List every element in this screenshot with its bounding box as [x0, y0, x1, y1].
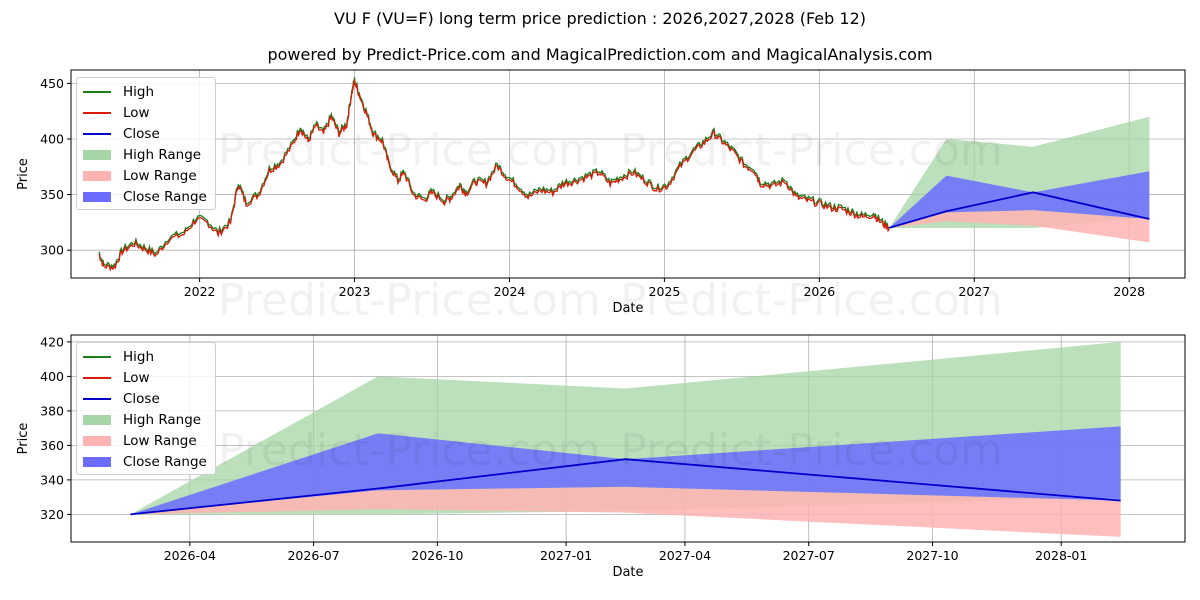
chart2-y-tick-label: 420: [40, 334, 64, 349]
chart2-x-tick-label: 2027-07: [783, 548, 835, 563]
chart2-x-tick-label: 2028-01: [1035, 548, 1087, 563]
legend-swatch-low-range: [83, 435, 111, 446]
legend-label-high-range: High Range: [123, 411, 202, 428]
legend-item-low-range: Low Range: [83, 430, 207, 451]
legend-label-close: Close: [123, 390, 160, 407]
chart2-low-range-band: [130, 486, 1121, 537]
chart1-x-tick-label: 2028: [1113, 284, 1145, 299]
legend-swatch-high-range: [83, 149, 111, 160]
chart2-x-tick-label: 2027-01: [540, 548, 592, 563]
legend-swatch-high: [83, 90, 111, 93]
legend-item-high: High: [83, 81, 207, 102]
chart1-y-tick-label: 350: [40, 187, 64, 202]
legend-item-low-range: Low Range: [83, 165, 207, 186]
legend-swatch-low: [83, 376, 111, 379]
chart-subtitle: powered by Predict-Price.com and Magical…: [267, 45, 933, 64]
legend-label-high-range: High Range: [123, 146, 202, 163]
chart2-close-forecast-line: [130, 458, 1121, 516]
legend-label-high: High: [123, 83, 155, 100]
legend-label-close-range: Close Range: [123, 453, 207, 470]
chart1-x-tick-label: 2022: [184, 284, 216, 299]
chart1-x-tick-label: 2024: [494, 284, 526, 299]
legend-label-low: Low: [123, 369, 150, 386]
chart1-low-range-band: [889, 210, 1150, 243]
chart2-y-tick-label: 320: [40, 507, 64, 522]
legend-swatch-close: [83, 397, 111, 400]
chart1-x-tick-label: 2023: [339, 284, 371, 299]
top-chart-panel: 2022 2023 2024 2025 2026 2027 2028 300 350 400 450…: [16, 69, 1186, 316]
chart1-x-tick-label: 2025: [649, 284, 681, 299]
chart1-y-tick-label: 300: [40, 243, 64, 258]
chart1-axes-frame: [70, 69, 1186, 279]
legend-item-high-range: High Range: [83, 409, 207, 430]
legend-swatch-high: [83, 355, 111, 358]
legend-item-low: Low: [83, 102, 207, 123]
legend-item-close: Close: [83, 388, 207, 409]
chart2-close-range-band: [130, 426, 1121, 515]
top-chart-legend: High Low Close High Range Low Range Clos…: [76, 77, 216, 210]
bottom-chart-legend: High Low Close High Range Low Range Clos…: [76, 342, 216, 475]
legend-item-close: Close: [83, 123, 207, 144]
chart1-y-tick-label: 400: [40, 131, 64, 146]
legend-swatch-close: [83, 132, 111, 135]
chart1-x-tick-label: 2027: [958, 284, 990, 299]
chart1-x-tick-label: 2026: [803, 284, 835, 299]
legend-label-low-range: Low Range: [123, 432, 197, 449]
legend-label-low-range: Low Range: [123, 167, 197, 184]
chart2-y-tick-label: 340: [40, 472, 64, 487]
chart2-x-tick-label: 2026-04: [164, 548, 216, 563]
chart2-x-tick-label: 2026-07: [287, 548, 339, 563]
legend-label-close: Close: [123, 125, 160, 142]
chart2-y-tick-label: 380: [40, 403, 64, 418]
chart1-y-axis-label: Price: [16, 158, 31, 190]
legend-item-high: High: [83, 346, 207, 367]
legend-swatch-low-range: [83, 170, 111, 181]
legend-label-low: Low: [123, 104, 150, 121]
chart1-close-forecast-line: [888, 191, 1150, 229]
chart2-x-tick-label: 2027-10: [906, 548, 958, 563]
chart2-x-axis-label: Date: [612, 565, 643, 580]
chart1-x-axis-label: Date: [612, 301, 643, 316]
legend-item-low: Low: [83, 367, 207, 388]
chart1-y-tick-label: 450: [40, 76, 64, 91]
legend-label-high: High: [123, 348, 155, 365]
legend-swatch-close-range: [83, 191, 111, 202]
legend-label-close-range: Close Range: [123, 188, 207, 205]
legend-item-close-range: Close Range: [83, 186, 207, 207]
legend-item-close-range: Close Range: [83, 451, 207, 472]
legend-item-high-range: High Range: [83, 144, 207, 165]
chart2-y-tick-label: 400: [40, 369, 64, 384]
chart-title: VU F (VU=F) long term price prediction :…: [334, 9, 866, 28]
chart2-y-axis-label: Price: [16, 423, 31, 455]
chart2-y-tick-label: 360: [40, 438, 64, 453]
chart1-high-line: [98, 77, 890, 270]
bottom-chart-panel: 2026-04 2026-07 2026-10 2027-01 2027-04 2027-…: [16, 334, 1186, 580]
chart1-low-line: [98, 79, 890, 272]
chart2-x-tick-label: 2026-10: [411, 548, 463, 563]
chart2-axes-frame: [70, 334, 1186, 543]
chart2-x-tick-label: 2027-04: [659, 548, 711, 563]
legend-swatch-low: [83, 111, 111, 114]
chart1-close-range-band: [889, 171, 1150, 228]
legend-swatch-close-range: [83, 456, 111, 467]
legend-swatch-high-range: [83, 414, 111, 425]
